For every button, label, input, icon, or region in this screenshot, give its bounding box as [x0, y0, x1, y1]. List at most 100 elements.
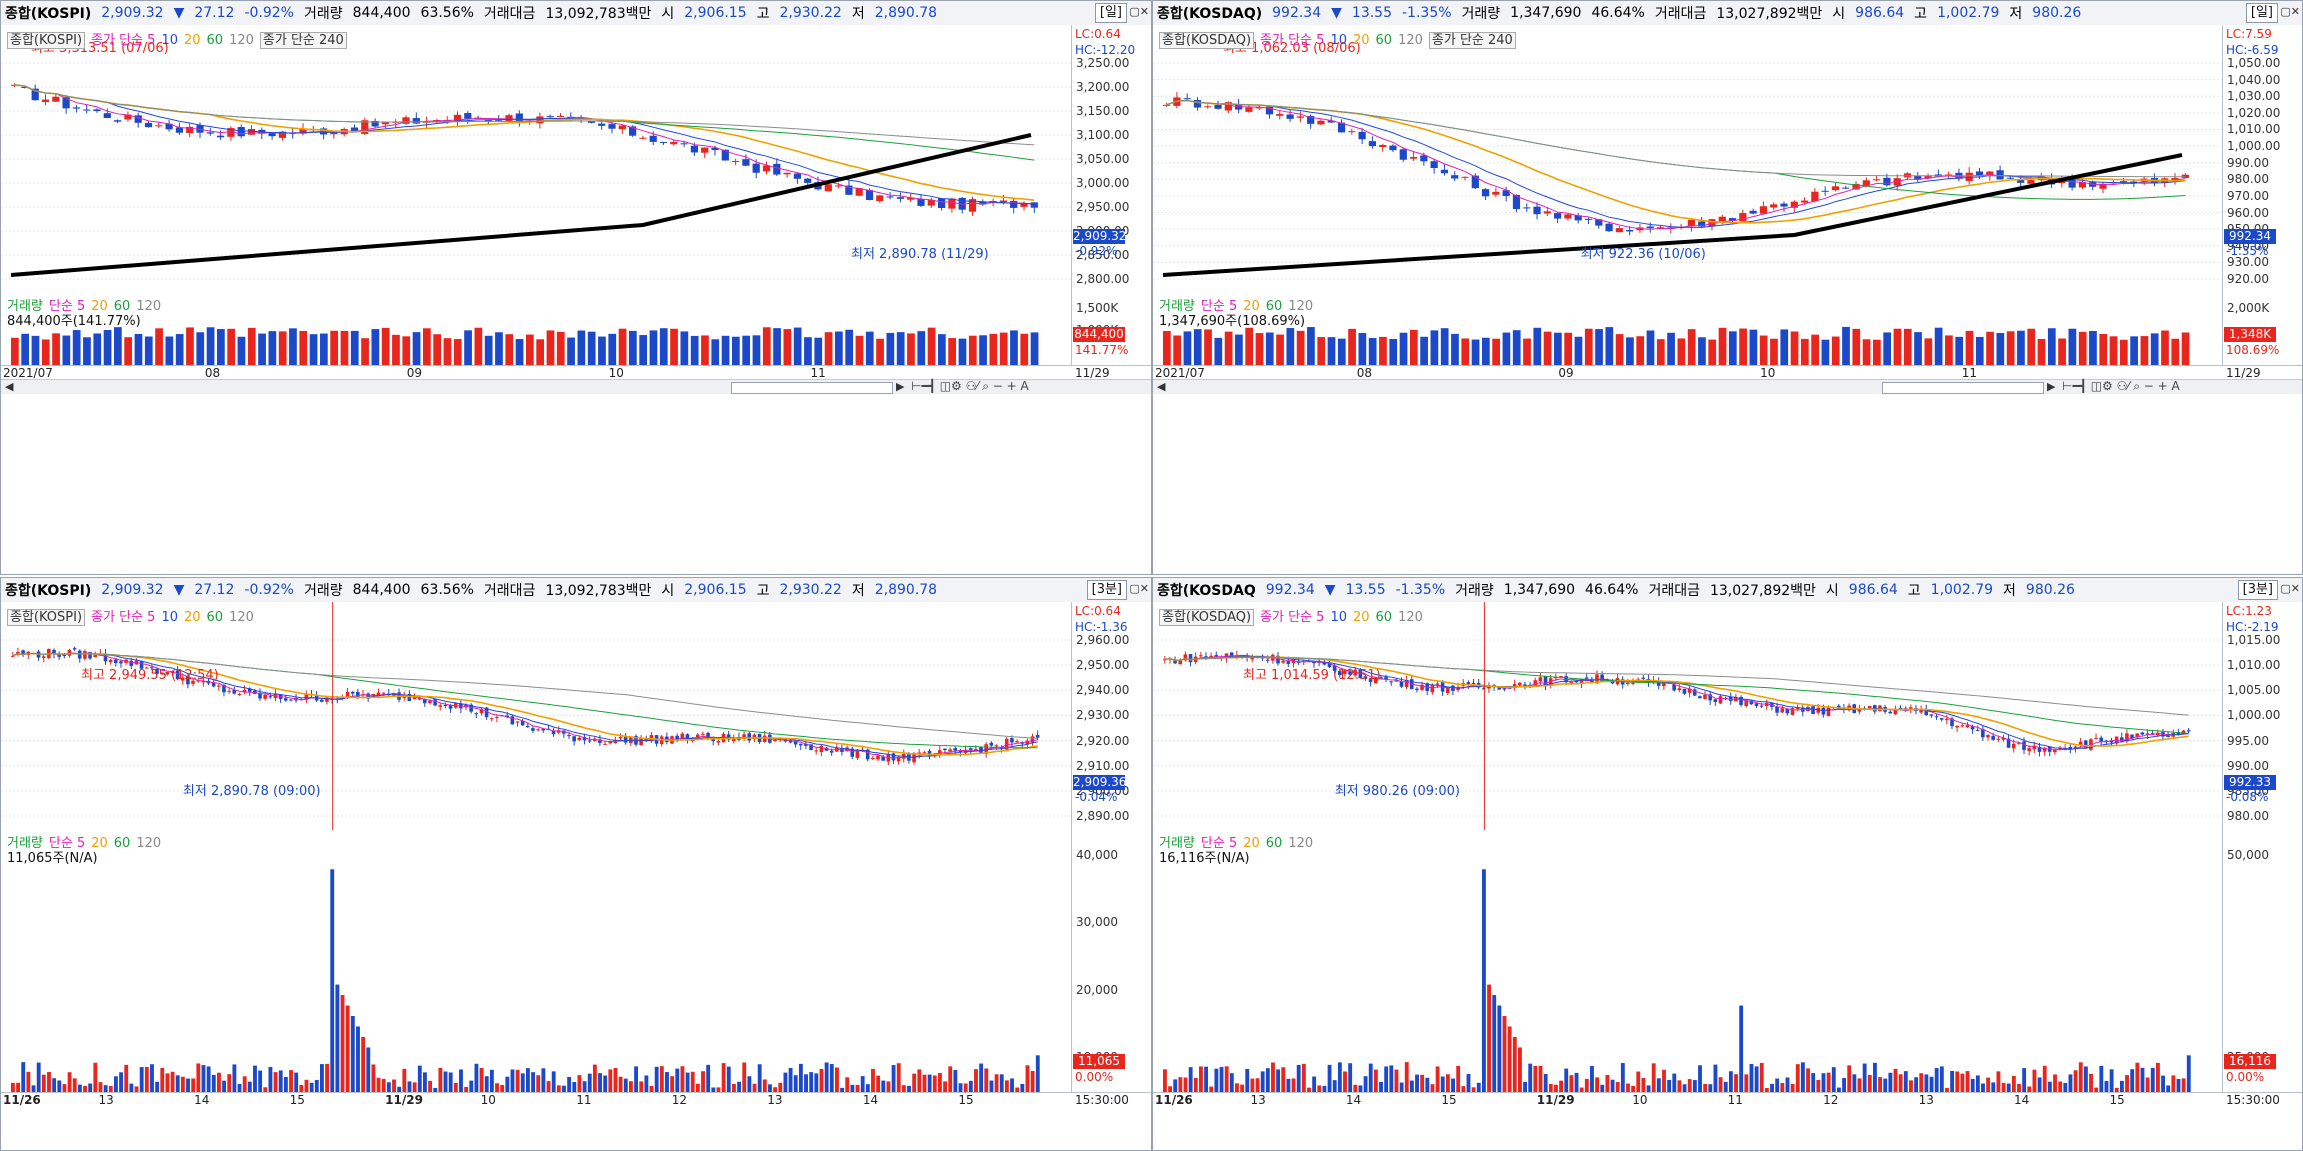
legend-ma120[interactable]: 120	[229, 33, 254, 48]
candle	[1945, 174, 1953, 176]
legend-ma60[interactable]: 60	[1375, 33, 1393, 48]
volume-legend-ma120[interactable]: 120	[136, 836, 162, 851]
chart-panel-kosdaq-daily[interactable]: 종합(KOSDAQ) 992.34 ▼ 13.55 -1.35% 거래량 1,347,690…	[1152, 0, 2303, 575]
chart-panel-kosdaq-3min[interactable]: 종합(KOSDAQ 992.34 ▼ 13.55 -1.35% 거래량 1,347,690 4…	[1152, 577, 2303, 1151]
volume-legend-label[interactable]: 거래량	[1159, 299, 1195, 314]
volume-legend-ma120[interactable]: 120	[1288, 299, 1314, 314]
price-y-axis[interactable]: LC:0.64 HC:-12.20 3,250.00 3,200.00 3,150.00…	[1071, 25, 1151, 293]
legend-symbol[interactable]: 종합(KOSDAQ)	[1159, 609, 1255, 626]
price-chart-area[interactable]: 종합(KOSPI) 종가 단순 5 10 20 60 120 최고 2,949.55 (12…	[1, 602, 1071, 831]
legend-ma120[interactable]: 120	[229, 610, 254, 625]
chart-tools[interactable]: ⊢━┫ ◫⚙ ⚇⁄ ⌕ − + A	[2062, 379, 2180, 393]
legend-ma20[interactable]: 20	[183, 33, 201, 48]
legend-ma5[interactable]: 종가 단순 5	[91, 33, 156, 48]
time-axis[interactable]: 11/26 13 14 15 11/29 10 11 12 13 14 15 15:30:00	[1, 1092, 1151, 1111]
volume-legend-ma5[interactable]: 단순 5	[1200, 836, 1238, 851]
scroll-left-icon[interactable]: ◀	[5, 380, 14, 393]
window-controls[interactable]: ▢✕	[1129, 582, 1149, 595]
price-chart-area[interactable]: 종합(KOSPI) 종가 단순 5 10 20 60 120 종가 단순 240 최고 3,3…	[1, 25, 1071, 294]
volume-y-axis[interactable]: 2,000K 1,348K 108.69%	[2222, 293, 2302, 365]
period-selector[interactable]: [일]	[2245, 3, 2278, 23]
volume-legend-ma20[interactable]: 20	[91, 299, 108, 314]
period-selector[interactable]: [일]	[1094, 3, 1127, 23]
chart-panel-kospi-daily[interactable]: 종합(KOSPI) 2,909.32 ▼ 27.12 -0.92% 거래량 844,400 6…	[0, 0, 1152, 575]
legend-ma10[interactable]: 10	[161, 610, 178, 625]
chart-scrollbar[interactable]: ◀ ▶ ⊢━┫ ◫⚙ ⚇⁄ ⌕ − + A	[1, 379, 1151, 394]
legend-ma240[interactable]: 종가 단순 240	[1428, 32, 1516, 49]
legend-symbol[interactable]: 종합(KOSPI)	[7, 32, 86, 49]
chart-panel-kospi-3min[interactable]: 종합(KOSPI) 2,909.32 ▼ 27.12 -0.92% 거래량 844,400 6…	[0, 577, 1152, 1151]
index-name[interactable]: 종합(KOSDAQ	[1157, 583, 1256, 599]
volume-legend-ma120[interactable]: 120	[1288, 836, 1314, 851]
period-selector[interactable]: [3분]	[1086, 580, 1127, 600]
scroll-thumb[interactable]	[1882, 382, 2044, 394]
volume-legend-ma120[interactable]: 120	[136, 299, 162, 314]
time-axis[interactable]: 11/26 13 14 15 11/29 10 11 12 13 14 15 15:30:00	[1153, 1092, 2302, 1111]
legend-ma240[interactable]: 종가 단순 240	[259, 32, 347, 49]
volume-chart-area[interactable]: 거래량 단순 5 20 60 120 1,347,690주(108.69%)	[1153, 293, 2222, 365]
candle	[469, 704, 473, 712]
scroll-left-icon[interactable]: ◀	[1157, 380, 1166, 393]
time-axis[interactable]: 2021/07 08 09 10 11 11/29	[1, 365, 1151, 380]
volume-legend-label[interactable]: 거래량	[7, 836, 43, 851]
window-controls[interactable]: ▢✕	[2280, 582, 2300, 595]
volume-legend-label[interactable]: 거래량	[7, 299, 43, 314]
legend-ma5[interactable]: 종가 단순 5	[91, 610, 156, 625]
price-chart-area[interactable]: 종합(KOSDAQ) 종가 단순 5 10 20 60 120 종가 단순 240 최고 1,…	[1153, 25, 2222, 294]
price-y-axis[interactable]: LC:0.64 HC:-1.36 2,960.00 2,950.00 2,940.00 2…	[1071, 602, 1151, 830]
scroll-thumb[interactable]	[731, 382, 893, 394]
index-name[interactable]: 종합(KOSPI)	[5, 6, 92, 22]
price-y-axis[interactable]: LC:7.59 HC:-6.59 1,050.00 1,040.00 1,030.00 1…	[2222, 25, 2302, 293]
volume-legend-ma60[interactable]: 60	[1265, 299, 1283, 314]
volume-legend-label[interactable]: 거래량	[1159, 836, 1195, 851]
volume-bar	[186, 1078, 190, 1092]
index-name[interactable]: 종합(KOSDAQ)	[1157, 6, 1263, 22]
candle	[1626, 682, 1630, 684]
chart-scrollbar[interactable]: ◀ ▶ ⊢━┫ ◫⚙ ⚇⁄ ⌕ − + A	[1153, 379, 2302, 394]
legend-ma20[interactable]: 20	[183, 610, 201, 625]
legend-ma5[interactable]: 종가 단순 5	[1260, 33, 1325, 48]
volume-legend-ma60[interactable]: 60	[113, 299, 131, 314]
period-selector[interactable]: [3분]	[2237, 580, 2278, 600]
window-controls[interactable]: ▢✕	[1129, 5, 1149, 18]
chart-tools[interactable]: ⊢━┫ ◫⚙ ⚇⁄ ⌕ − + A	[911, 379, 1029, 393]
candle	[1718, 216, 1726, 222]
legend-ma20[interactable]: 20	[1352, 610, 1370, 625]
volume-bar	[1919, 1073, 1924, 1092]
scroll-right-icon[interactable]: ▶	[896, 380, 905, 393]
price-y-axis[interactable]: LC:1.23 HC:-2.19 1,015.00 1,010.00 1,005.00 1…	[2222, 602, 2302, 830]
window-controls[interactable]: ▢✕	[2280, 5, 2300, 18]
volume-legend-ma20[interactable]: 20	[1243, 836, 1260, 851]
volume-chart-area[interactable]: 거래량 단순 5 20 60 120 11,065주(N/A)	[1, 830, 1071, 1092]
legend-ma120[interactable]: 120	[1398, 33, 1423, 48]
volume-legend-ma20[interactable]: 20	[1243, 299, 1260, 314]
legend-ma5[interactable]: 종가 단순 5	[1260, 610, 1325, 625]
legend-ma60[interactable]: 60	[1375, 610, 1393, 625]
time-axis[interactable]: 2021/07 08 09 10 11 11/29	[1153, 365, 2302, 380]
volume-legend-ma5[interactable]: 단순 5	[48, 836, 86, 851]
volume-legend-ma60[interactable]: 60	[113, 836, 131, 851]
legend-ma60[interactable]: 60	[206, 610, 224, 625]
volume-chart-area[interactable]: 거래량 단순 5 20 60 120 16,116주(N/A)	[1153, 830, 2222, 1092]
volume-chart-area[interactable]: 거래량 단순 5 20 60 120 844,400주(141.77%)	[1, 293, 1071, 365]
legend-symbol[interactable]: 종합(KOSPI)	[7, 609, 86, 626]
volume-legend-ma20[interactable]: 20	[91, 836, 108, 851]
legend-ma10[interactable]: 10	[161, 33, 178, 48]
price-chart-area[interactable]: 종합(KOSDAQ) 종가 단순 5 10 20 60 120 최고 1,014.59 (1…	[1153, 602, 2222, 831]
volume-legend-ma60[interactable]: 60	[1265, 836, 1283, 851]
index-name[interactable]: 종합(KOSPI)	[5, 583, 92, 599]
legend-ma120[interactable]: 120	[1398, 610, 1423, 625]
volume-legend-ma5[interactable]: 단순 5	[1200, 299, 1238, 314]
legend-symbol[interactable]: 종합(KOSDAQ)	[1159, 32, 1255, 49]
scroll-right-icon[interactable]: ▶	[2047, 380, 2056, 393]
current-price: 2,909.32	[101, 582, 164, 598]
legend-ma60[interactable]: 60	[206, 33, 224, 48]
legend-ma10[interactable]: 10	[1330, 33, 1347, 48]
legend-ma10[interactable]: 10	[1330, 610, 1347, 625]
volume-legend-ma5[interactable]: 단순 5	[48, 299, 86, 314]
amount-label: 거래대금	[1654, 6, 1707, 22]
legend-ma20[interactable]: 20	[1352, 33, 1370, 48]
